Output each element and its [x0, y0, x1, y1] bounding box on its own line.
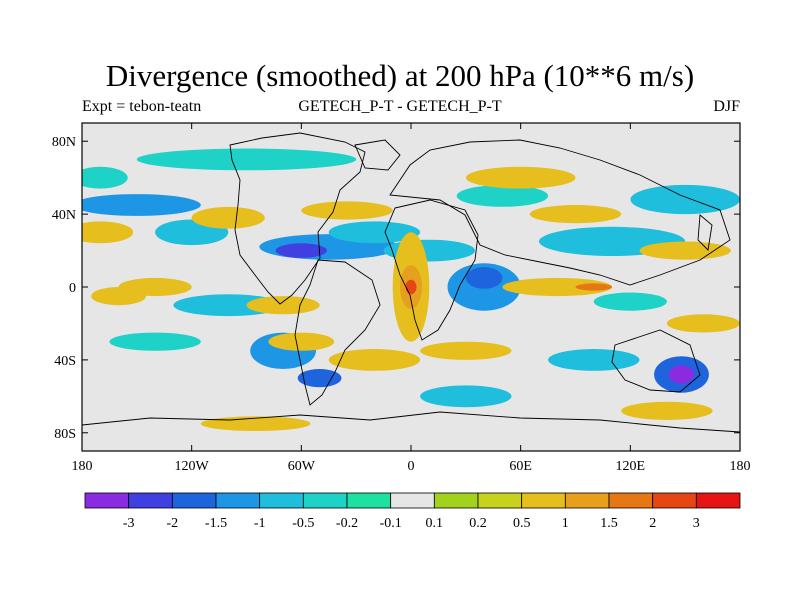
divergence-region: [82, 194, 201, 216]
colorbar-label: 0.1: [426, 516, 444, 531]
colorbar-swatch: [433, 492, 479, 509]
divergence-region: [328, 349, 421, 371]
colorbar-swatch: [477, 492, 523, 509]
colorbar-label: 1: [562, 516, 569, 531]
latitude-axis: 80N 40N 0 40S 80S: [52, 135, 740, 442]
colorbar-swatch: [390, 492, 435, 509]
colorbar-label: -0.2: [336, 516, 358, 531]
colorbar-label: -1: [254, 516, 266, 531]
coastline-greenland: [354, 139, 401, 171]
dataset-label: GETECH_P-T - GETECH_P-T: [298, 98, 502, 115]
divergence-region: [246, 296, 320, 315]
colorbar-label: 1.5: [600, 516, 618, 531]
colorbar-swatch: [84, 492, 130, 509]
divergence-region: [465, 166, 576, 189]
lat-tick-label: 80N: [52, 135, 76, 150]
chart-title: Divergence (smoothed) at 200 hPa (10**6 …: [105, 58, 695, 93]
divergence-region: [456, 185, 549, 207]
colorbar-swatch: [652, 492, 697, 509]
coastline-africa: [384, 199, 479, 341]
divergence-region: [529, 205, 622, 224]
divergence-region: [82, 221, 134, 244]
season-label: DJF: [713, 98, 740, 115]
colorbar-swatch: [608, 492, 654, 509]
divergence-region: [666, 314, 740, 333]
lat-tick-label: 40N: [52, 208, 76, 223]
coastline-australia: [611, 329, 701, 393]
divergence-region: [548, 349, 640, 371]
divergence-region: [593, 292, 667, 311]
longitude-axis: 180 120W 60W 0 60E 120E 180: [72, 123, 751, 474]
colorbar-label: 0.2: [469, 516, 487, 531]
divergence-region: [301, 201, 393, 220]
divergence-region: [191, 206, 265, 229]
colorbar-swatch: [302, 492, 348, 509]
divergence-region: [109, 332, 201, 351]
colorbar-label: -2: [166, 516, 178, 531]
colorbar-swatch: [259, 492, 304, 509]
lon-tick-label: 0: [408, 459, 415, 474]
divergence-region: [621, 401, 713, 420]
colorbar-swatch: [695, 492, 741, 509]
divergence-region: [420, 341, 512, 360]
experiment-label: Expt = tebon-teatn: [82, 98, 202, 115]
lon-tick-label: 180: [72, 459, 93, 474]
lon-tick-label: 120W: [175, 459, 210, 474]
colorbar-label: 0.5: [513, 516, 531, 531]
colorbar-swatch: [564, 492, 610, 509]
colorbar-swatch: [215, 492, 261, 509]
divergence-region: [405, 279, 417, 295]
colorbar-label: -3: [123, 516, 135, 531]
divergence-region: [465, 267, 503, 289]
divergence-region: [630, 184, 740, 215]
coastline-north-america: [229, 132, 366, 305]
lon-tick-label: 60E: [509, 459, 532, 474]
lat-tick-label: 80S: [54, 427, 76, 442]
colorbar-swatch: [171, 492, 217, 509]
colorbar: -3 -2 -1.5 -1 -0.5 -0.2 -0.1 0.1 0.2 0.5 1 1.5 2 3: [84, 492, 741, 531]
colorbar-swatch: [521, 492, 566, 509]
lon-tick-label: 120E: [616, 459, 646, 474]
colorbar-swatch: [128, 492, 173, 509]
coastline-south-america: [294, 259, 381, 406]
colorbar-label: -0.5: [292, 516, 314, 531]
lon-tick-label: 60W: [288, 459, 316, 474]
colorbar-label: -0.1: [380, 516, 402, 531]
coastline-eurasia: [389, 139, 731, 286]
divergence-region: [502, 277, 612, 297]
divergence-region: [668, 365, 695, 384]
divergence-region: [297, 369, 342, 388]
colorbar-swatch: [346, 492, 392, 509]
divergence-region: [275, 243, 327, 258]
lat-tick-label: 40S: [54, 354, 76, 369]
colorbar-label: 3: [693, 516, 700, 531]
divergence-region: [118, 277, 192, 297]
colorbar-label: -1.5: [205, 516, 227, 531]
divergence-region: [328, 221, 421, 244]
coastlines: [82, 132, 740, 433]
divergence-region: [639, 241, 731, 260]
divergence-field: [82, 148, 740, 432]
coastline-japan: [697, 214, 713, 251]
lat-tick-label: 0: [69, 281, 76, 296]
divergence-region: [136, 148, 357, 171]
divergence-region: [575, 283, 613, 291]
divergence-region: [82, 166, 128, 189]
divergence-region: [268, 332, 335, 351]
colorbar-label: 2: [649, 516, 656, 531]
divergence-region: [420, 385, 512, 408]
coastline-antarctica: [82, 411, 740, 433]
lon-tick-label: 180: [730, 459, 751, 474]
